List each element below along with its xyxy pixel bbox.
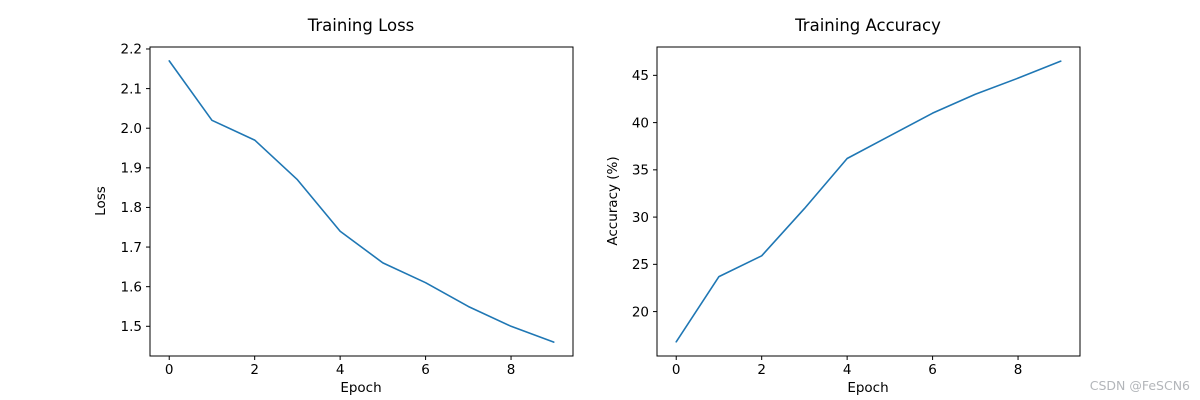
loss-x-axis-label: Epoch (340, 380, 382, 396)
axes-0: 0 2 4 6 8 1.5 1.6 1.7 1.8 1.9 2.0 2.1 2.2 (121, 42, 574, 378)
y-tick-label: 25 (632, 257, 649, 273)
x-tick-label: 0 (165, 362, 174, 378)
loss-y-axis-label: Loss (93, 186, 109, 216)
plot-spines (149, 46, 574, 357)
watermark-text: CSDN @FeSCN6 (1089, 378, 1190, 393)
y-tick-label: 20 (632, 304, 649, 320)
y-tick-label: 45 (632, 68, 649, 84)
x-tick-label: 8 (507, 362, 516, 378)
x-tick-label: 4 (336, 362, 345, 378)
y-tick-label: 2.0 (121, 121, 142, 137)
y-tick-label: 30 (632, 210, 649, 226)
x-tick-label: 0 (672, 362, 681, 378)
y-tick-label: 1.8 (121, 200, 142, 216)
x-tick-label: 6 (421, 362, 430, 378)
y-tick-label: 1.7 (121, 240, 142, 256)
series-line-1 (675, 60, 1062, 343)
y-tick-label: 1.9 (121, 161, 142, 177)
y-tick-label: 1.6 (121, 279, 142, 295)
loss-chart-title: Training Loss (307, 16, 415, 35)
accuracy-x-axis-label: Epoch (847, 380, 889, 396)
y-tick-label: 40 (632, 115, 649, 131)
x-tick-label: 8 (1014, 362, 1023, 378)
y-tick-label: 2.1 (121, 81, 142, 97)
y-tick-label: 35 (632, 163, 649, 179)
x-tick-label: 2 (250, 362, 259, 378)
x-tick-label: 4 (843, 362, 852, 378)
y-tick-label: 1.5 (121, 319, 142, 335)
axes-1: 0 2 4 6 8 20 25 30 35 40 45 (632, 46, 1081, 378)
plot-spines (656, 46, 1081, 357)
x-tick-label: 6 (928, 362, 937, 378)
series-line-0 (168, 60, 555, 343)
y-tick-label: 2.2 (121, 42, 142, 58)
accuracy-chart-title: Training Accuracy (795, 16, 941, 35)
x-tick-label: 2 (757, 362, 766, 378)
accuracy-y-axis-label: Accuracy (%) (605, 156, 621, 246)
